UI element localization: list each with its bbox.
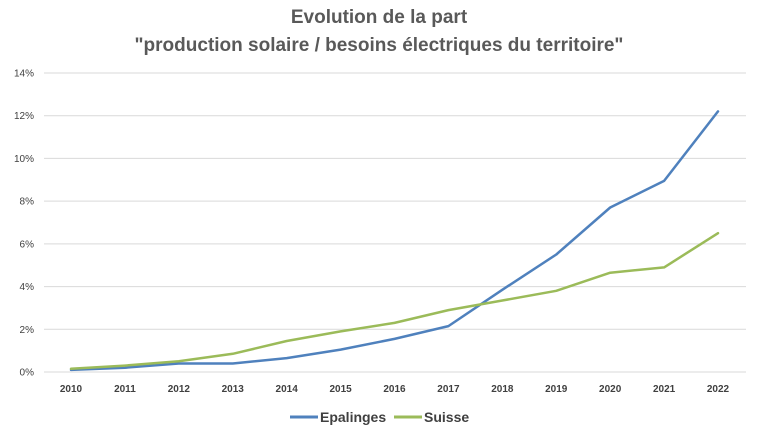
series-line-epalinges (69, 110, 720, 372)
x-tick-label: 2014 (276, 384, 299, 395)
x-tick-label: 2012 (168, 384, 191, 395)
chart-title-line-2: "production solaire / besoins électrique… (135, 35, 624, 56)
y-tick-label: 0% (20, 368, 35, 379)
x-tick-label: 2015 (329, 384, 352, 395)
x-tick-label: 2019 (545, 384, 568, 395)
series-lines (69, 110, 720, 372)
series-line-suisse (69, 231, 720, 371)
y-tick-label: 10% (14, 154, 34, 165)
x-tick-label: 2011 (114, 384, 136, 395)
y-tick-label: 8% (20, 197, 35, 208)
y-tick-label: 4% (20, 282, 35, 293)
x-tick-label: 2017 (437, 384, 460, 395)
y-tick-label: 6% (20, 239, 35, 250)
y-tick-label: 14% (14, 69, 34, 80)
x-tick-label: 2013 (222, 384, 245, 395)
x-tick-label: 2010 (60, 384, 83, 395)
x-axis-tick-labels: 2010 2011 2012 2013 2014 2015 2016 2017 2018 2019… (60, 384, 730, 395)
gridlines (44, 72, 746, 373)
x-tick-label: 2020 (599, 384, 622, 395)
x-tick-label: 2016 (383, 384, 406, 395)
legend-label-suisse: Suisse (424, 409, 469, 425)
legend-label-epalinges: Epalinges (320, 409, 386, 425)
x-tick-label: 2022 (707, 384, 730, 395)
y-tick-label: 12% (14, 111, 34, 122)
chart-title: Evolution de la part "production solaire… (135, 7, 624, 56)
legend: Epalinges Suisse (290, 409, 469, 425)
chart-title-line-1: Evolution de la part (291, 7, 468, 28)
y-axis-tick-labels: 0% 2% 4% 6% 8% 10% 12% 14% (14, 69, 34, 379)
y-tick-label: 2% (20, 325, 35, 336)
x-tick-label: 2018 (491, 384, 514, 395)
x-tick-label: 2021 (653, 384, 676, 395)
